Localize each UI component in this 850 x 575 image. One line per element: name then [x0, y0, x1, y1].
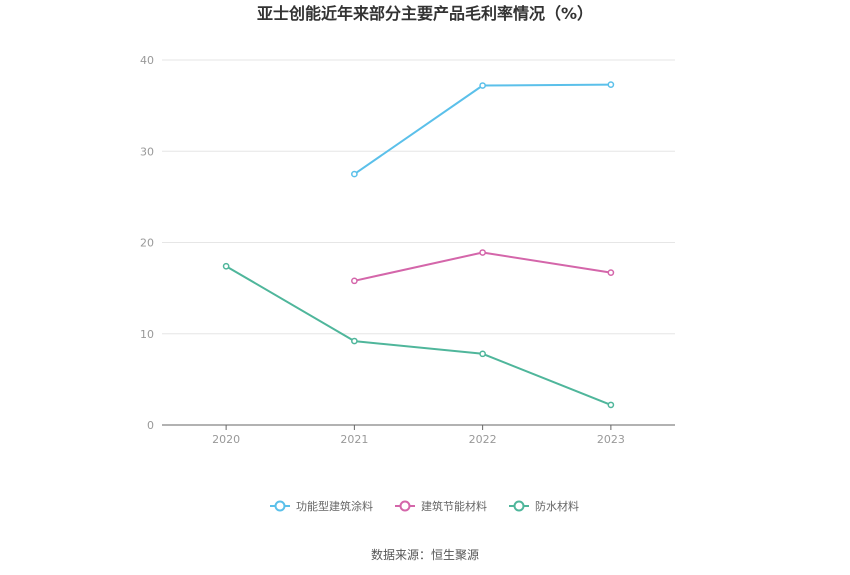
data-point[interactable] — [607, 81, 615, 88]
data-point[interactable] — [479, 249, 486, 256]
series-line — [353, 83, 611, 175]
legend-label: 建筑节能材料 — [421, 499, 487, 513]
data-point[interactable] — [479, 350, 486, 358]
data-point[interactable] — [479, 82, 486, 89]
x-tick-label: 2020 — [212, 433, 240, 446]
legend-marker-icon — [274, 500, 286, 512]
x-tick-label: 2022 — [469, 433, 497, 446]
chart-title: 亚士创能近年来部分主要产品毛利率情况（%） — [257, 4, 593, 23]
legend-marker-icon — [513, 500, 525, 512]
series-group — [222, 81, 615, 409]
legend[interactable]: 功能型建筑涂料 建筑节能材料 防水材料 — [270, 499, 579, 513]
legend-label: 防水材料 — [535, 499, 579, 513]
y-axis-ticks: 0 10 20 30 40 — [140, 54, 154, 432]
series-2 — [222, 262, 615, 409]
gridlines — [162, 59, 675, 335]
y-tick-label: 0 — [147, 419, 154, 432]
legend-marker-icon — [399, 500, 411, 512]
legend-item[interactable]: 功能型建筑涂料 — [270, 499, 373, 513]
data-point[interactable] — [607, 269, 615, 276]
source-note: 数据来源：恒生聚源 — [371, 547, 479, 562]
legend-label: 功能型建筑涂料 — [296, 499, 373, 513]
data-point[interactable] — [607, 401, 615, 409]
y-tick-label: 20 — [140, 237, 154, 250]
series-line — [354, 251, 612, 282]
data-point[interactable] — [222, 262, 230, 270]
series-0 — [351, 81, 615, 178]
x-tick-label: 2021 — [340, 433, 368, 446]
series-line — [225, 265, 612, 406]
legend-item[interactable]: 防水材料 — [509, 499, 579, 513]
y-tick-label: 10 — [140, 328, 154, 341]
data-point[interactable] — [351, 277, 358, 285]
data-point[interactable] — [351, 170, 358, 178]
y-tick-label: 40 — [140, 54, 154, 67]
y-tick-label: 30 — [140, 145, 154, 158]
series-1 — [351, 249, 615, 285]
x-tick-label: 2023 — [597, 433, 625, 446]
legend-item[interactable]: 建筑节能材料 — [395, 499, 487, 513]
data-point[interactable] — [351, 337, 358, 345]
x-axis: 2020 2021 2022 2023 — [162, 424, 675, 446]
